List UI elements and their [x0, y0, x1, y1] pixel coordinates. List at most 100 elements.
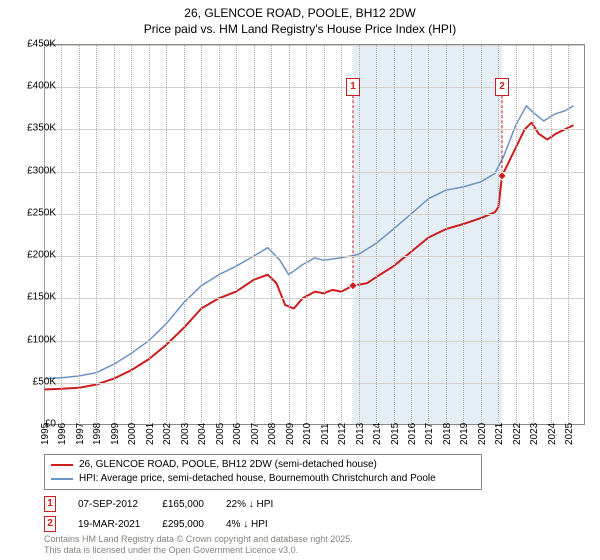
x-tick-label: 2014: [372, 423, 383, 445]
gridline-v: [376, 45, 377, 425]
sales-table: 1 07-SEP-2012 £165,000 22% ↓ HPI 2 19-MA…: [44, 494, 295, 534]
gridline-v: [79, 45, 80, 425]
x-tick-label: 1997: [75, 423, 86, 445]
chart-title: 26, GLENCOE ROAD, POOLE, BH12 2DW Price …: [0, 0, 600, 37]
x-tick-label: 2016: [407, 423, 418, 445]
sale-flag-1: 1: [346, 78, 360, 96]
gridline-h: [44, 341, 584, 342]
x-tick-label: 2000: [127, 423, 138, 445]
x-tick-label: 2011: [320, 423, 331, 445]
gridline-v: [166, 45, 167, 425]
legend-label-hpi: HPI: Average price, semi-detached house,…: [79, 472, 436, 486]
y-tick-label: £250K: [16, 207, 56, 218]
x-tick-label: 1995: [40, 423, 51, 445]
x-tick-label: 2002: [162, 423, 173, 445]
y-tick-label: £450K: [16, 39, 56, 50]
y-tick-label: £400K: [16, 81, 56, 92]
y-tick-label: £200K: [16, 250, 56, 261]
credit-text: Contains HM Land Registry data © Crown c…: [44, 534, 353, 556]
gridline-v: [498, 45, 499, 425]
y-tick-label: £100K: [16, 334, 56, 345]
title-line1: 26, GLENCOE ROAD, POOLE, BH12 2DW: [0, 6, 600, 22]
gridline-h: [44, 383, 584, 384]
gridline-v: [551, 45, 552, 425]
gridline-v: [44, 45, 45, 425]
sale-marker-1-icon: 1: [44, 496, 56, 512]
gridline-v: [149, 45, 150, 425]
chart-lines: [44, 45, 584, 425]
gridline-v: [516, 45, 517, 425]
sale-marker-2-icon: 2: [44, 516, 56, 532]
legend-item-hpi: HPI: Average price, semi-detached house,…: [51, 472, 475, 486]
x-tick-label: 2012: [337, 423, 348, 445]
sale-date: 07-SEP-2012: [78, 494, 162, 514]
legend-label-price: 26, GLENCOE ROAD, POOLE, BH12 2DW (semi-…: [79, 458, 377, 472]
gridline-h: [44, 45, 584, 46]
y-tick-label: £50K: [16, 376, 56, 387]
gridline-v: [236, 45, 237, 425]
gridline-v: [568, 45, 569, 425]
legend-item-price: 26, GLENCOE ROAD, POOLE, BH12 2DW (semi-…: [51, 458, 475, 472]
x-tick-label: 1998: [92, 423, 103, 445]
gridline-h: [44, 298, 584, 299]
gridline-v: [219, 45, 220, 425]
gridline-v: [131, 45, 132, 425]
sale-price: £295,000: [162, 514, 226, 534]
sale-delta: 4% ↓ HPI: [226, 514, 295, 534]
x-tick-label: 2015: [390, 423, 401, 445]
x-tick-label: 2022: [512, 423, 523, 445]
x-tick-label: 2025: [564, 423, 575, 445]
x-tick-label: 2010: [302, 423, 313, 445]
legend-swatch-hpi: [51, 478, 73, 480]
gridline-v: [481, 45, 482, 425]
sale-flag-2: 2: [495, 78, 509, 96]
gridline-v: [201, 45, 202, 425]
legend: 26, GLENCOE ROAD, POOLE, BH12 2DW (semi-…: [44, 454, 482, 490]
gridline-v: [271, 45, 272, 425]
gridline-v: [114, 45, 115, 425]
gridline-h: [44, 256, 584, 257]
chart-container: 26, GLENCOE ROAD, POOLE, BH12 2DW Price …: [0, 0, 600, 560]
title-line2: Price paid vs. HM Land Registry's House …: [0, 22, 600, 38]
x-tick-label: 2003: [180, 423, 191, 445]
gridline-v: [61, 45, 62, 425]
gridline-h: [44, 172, 584, 173]
gridline-v: [184, 45, 185, 425]
gridline-v: [306, 45, 307, 425]
gridline-h: [44, 214, 584, 215]
gridline-v: [324, 45, 325, 425]
x-tick-label: 1996: [57, 423, 68, 445]
gridline-v: [341, 45, 342, 425]
x-tick-label: 2006: [232, 423, 243, 445]
y-tick-label: £350K: [16, 123, 56, 134]
y-tick-label: £300K: [16, 165, 56, 176]
x-tick-label: 2005: [215, 423, 226, 445]
y-tick-label: £150K: [16, 292, 56, 303]
x-tick-label: 2021: [494, 423, 505, 445]
sale-delta: 22% ↓ HPI: [226, 494, 295, 514]
table-row: 1 07-SEP-2012 £165,000 22% ↓ HPI: [44, 494, 295, 514]
gridline-v: [446, 45, 447, 425]
x-tick-label: 2007: [250, 423, 261, 445]
credit-line1: Contains HM Land Registry data © Crown c…: [44, 534, 353, 545]
x-tick-label: 2018: [442, 423, 453, 445]
gridline-v: [411, 45, 412, 425]
gridline-h: [44, 129, 584, 130]
x-tick-label: 2019: [459, 423, 470, 445]
x-tick-label: 2023: [529, 423, 540, 445]
x-tick-label: 2009: [285, 423, 296, 445]
x-tick-label: 2004: [197, 423, 208, 445]
x-tick-label: 2024: [547, 423, 558, 445]
legend-swatch-price: [51, 464, 73, 466]
series-hpi: [44, 106, 574, 379]
sale-price: £165,000: [162, 494, 226, 514]
sale-point-marker: [349, 281, 357, 289]
gridline-v: [96, 45, 97, 425]
sale-date: 19-MAR-2021: [78, 514, 162, 534]
gridline-v: [394, 45, 395, 425]
gridline-v: [463, 45, 464, 425]
x-tick-label: 2020: [477, 423, 488, 445]
x-tick-label: 2013: [355, 423, 366, 445]
gridline-v: [428, 45, 429, 425]
x-tick-label: 1999: [110, 423, 121, 445]
